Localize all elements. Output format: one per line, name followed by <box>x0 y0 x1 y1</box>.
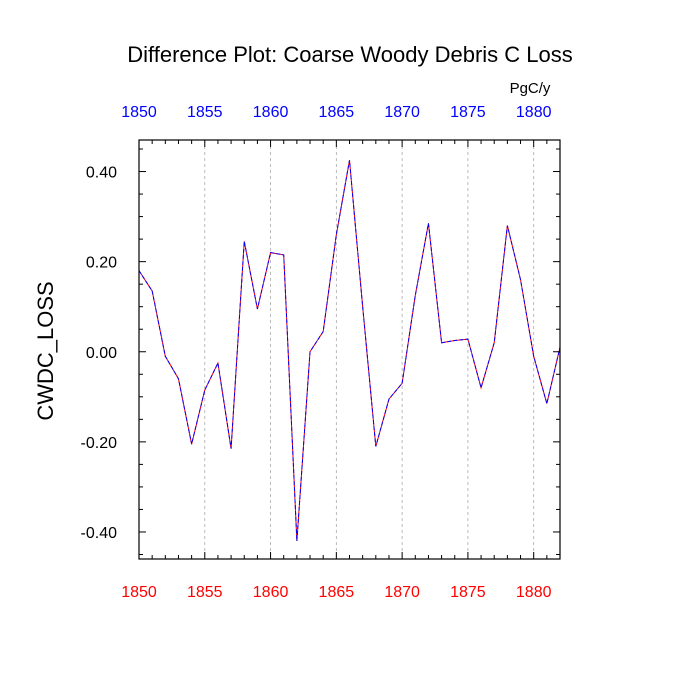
x-tick-label-bottom: 1865 <box>319 584 355 601</box>
y-axis-label: CWDC_LOSS <box>33 281 58 420</box>
plot-frame <box>138 139 561 560</box>
x-tick-label-bottom: 1875 <box>450 584 486 601</box>
x-tick-label-bottom: 1880 <box>516 584 552 601</box>
y-tick-label: -0.20 <box>81 435 118 452</box>
x-tick-label-top: 1860 <box>253 104 289 121</box>
x-tick-label-bottom: 1860 <box>253 584 289 601</box>
x-tick-label-top: 1850 <box>121 104 157 121</box>
x-tick-label-bottom: 1870 <box>384 584 420 601</box>
x-tick-label-bottom: 1855 <box>187 584 223 601</box>
grid-layer <box>204 140 535 559</box>
x-tick-label-top: 1870 <box>384 104 420 121</box>
x-tick-label-bottom: 1850 <box>121 584 157 601</box>
x-tick-label-top: 1865 <box>319 104 355 121</box>
units-label: PgC/y <box>510 80 551 97</box>
series-line-b <box>138 160 561 542</box>
y-tick-label: 0.00 <box>86 345 117 362</box>
series-line-a <box>138 160 561 542</box>
series-layer <box>138 160 561 542</box>
axis-layer <box>138 139 561 560</box>
y-tick-label: 0.40 <box>86 165 117 182</box>
label-layer: 1850 1850 1855 1855 1860 1860 1865 1865 1870 1870… <box>81 104 552 601</box>
x-tick-label-top: 1855 <box>187 104 223 121</box>
y-tick-label: 0.20 <box>86 255 117 272</box>
x-tick-label-top: 1880 <box>516 104 552 121</box>
x-tick-label-top: 1875 <box>450 104 486 121</box>
chart-title: Difference Plot: Coarse Woody Debris C L… <box>127 42 573 67</box>
y-tick-label: -0.40 <box>81 525 118 542</box>
